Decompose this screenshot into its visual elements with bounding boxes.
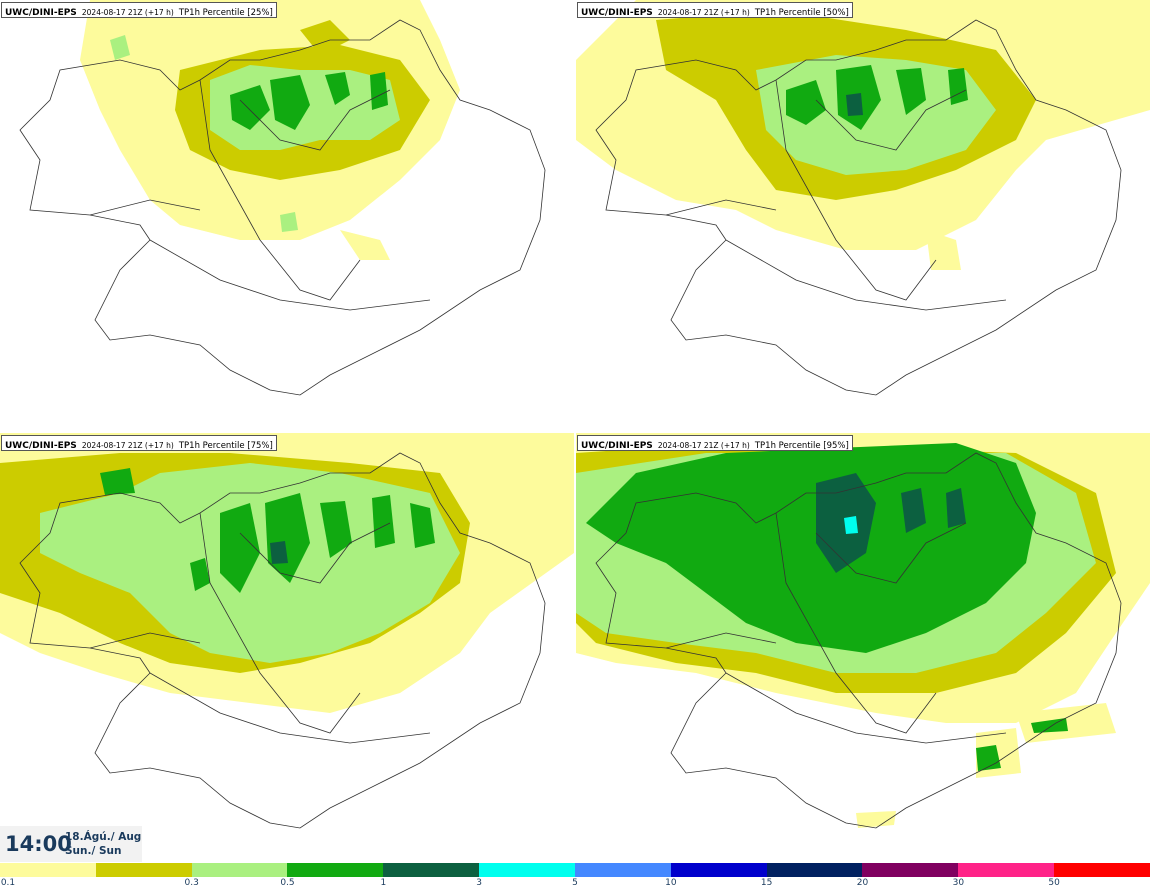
land-outline: [595, 19, 1122, 396]
legend-label: 0.1: [0, 878, 16, 888]
legend-swatch: [1054, 863, 1150, 877]
land-outline: [595, 452, 1122, 829]
valid-time-box: 14:00 18.Ágú./ Aug Sun./ Sun: [0, 826, 142, 862]
panel-title: UWC/DINI-EPS 2024-08-17 21Z (+17 h) TP1h…: [1, 2, 277, 18]
variable-label: TP1h Percentile [75%]: [178, 441, 273, 451]
legend-swatch: [95, 863, 192, 877]
legend-swatch: [958, 863, 1055, 877]
legend-swatch: [574, 863, 671, 877]
precip-map: [576, 433, 1150, 829]
panel-title: UWC/DINI-EPS 2024-08-17 21Z (+17 h) TP1h…: [1, 435, 277, 451]
valid-time: 14:00: [5, 832, 72, 856]
legend-swatch: [670, 863, 767, 877]
legend-swatch: [191, 863, 288, 877]
land-outline: [19, 19, 546, 396]
legend-label: 30: [952, 878, 965, 888]
valid-date-line2: Sun./ Sun: [65, 845, 122, 857]
precip-map: [576, 0, 1150, 396]
legend-label: 1: [380, 878, 387, 888]
run-label: 2024-08-17 21Z (+17 h): [657, 8, 750, 17]
valid-date: 18.Ágú./ Aug Sun./ Sun: [65, 830, 141, 858]
legend-swatch: [383, 863, 480, 877]
legend-label: 0.3: [184, 878, 199, 888]
legend-label: 50: [1048, 878, 1060, 888]
legend-label: 0.5: [280, 878, 295, 888]
panel-title: UWC/DINI-EPS 2024-08-17 21Z (+17 h) TP1h…: [577, 435, 853, 451]
variable-label: TP1h Percentile [95%]: [754, 441, 849, 451]
legend-labels: 0.1 0.3 0.5 1 3 5 10 15 20 30 50: [0, 878, 1150, 890]
legend-label: 10: [665, 878, 677, 888]
map-panel-p25: UWC/DINI-EPS 2024-08-17 21Z (+17 h) TP1h…: [0, 0, 574, 430]
variable-label: TP1h Percentile [50%]: [754, 8, 849, 18]
variable-label: TP1h Percentile [25%]: [178, 8, 273, 18]
product-label: UWC/DINI-EPS: [581, 8, 653, 18]
map-panel-p75: UWC/DINI-EPS 2024-08-17 21Z (+17 h) TP1h…: [0, 433, 574, 863]
panel-title: UWC/DINI-EPS 2024-08-17 21Z (+17 h) TP1h…: [577, 2, 853, 18]
land-outline: [19, 452, 546, 829]
product-label: UWC/DINI-EPS: [581, 441, 653, 451]
color-legend: [0, 863, 1150, 877]
legend-swatch: [287, 863, 384, 877]
legend-swatch: [0, 863, 96, 877]
run-label: 2024-08-17 21Z (+17 h): [81, 8, 174, 17]
legend-swatch: [862, 863, 959, 877]
run-label: 2024-08-17 21Z (+17 h): [657, 441, 750, 450]
run-label: 2024-08-17 21Z (+17 h): [81, 441, 174, 450]
valid-date-line1: 18.Ágú./ Aug: [65, 831, 142, 843]
precip-map: [0, 433, 574, 829]
legend-label: 20: [856, 878, 869, 888]
legend-label: 3: [476, 878, 483, 888]
legend-label: 5: [572, 878, 578, 888]
map-panel-p50: UWC/DINI-EPS 2024-08-17 21Z (+17 h) TP1h…: [576, 0, 1150, 430]
legend-swatch: [479, 863, 575, 877]
product-label: UWC/DINI-EPS: [5, 441, 77, 451]
legend-label: 15: [760, 878, 773, 888]
precip-map: [19, 0, 546, 396]
map-panel-p95: UWC/DINI-EPS 2024-08-17 21Z (+17 h) TP1h…: [576, 433, 1150, 863]
legend-swatch: [766, 863, 863, 877]
product-label: UWC/DINI-EPS: [5, 8, 77, 18]
